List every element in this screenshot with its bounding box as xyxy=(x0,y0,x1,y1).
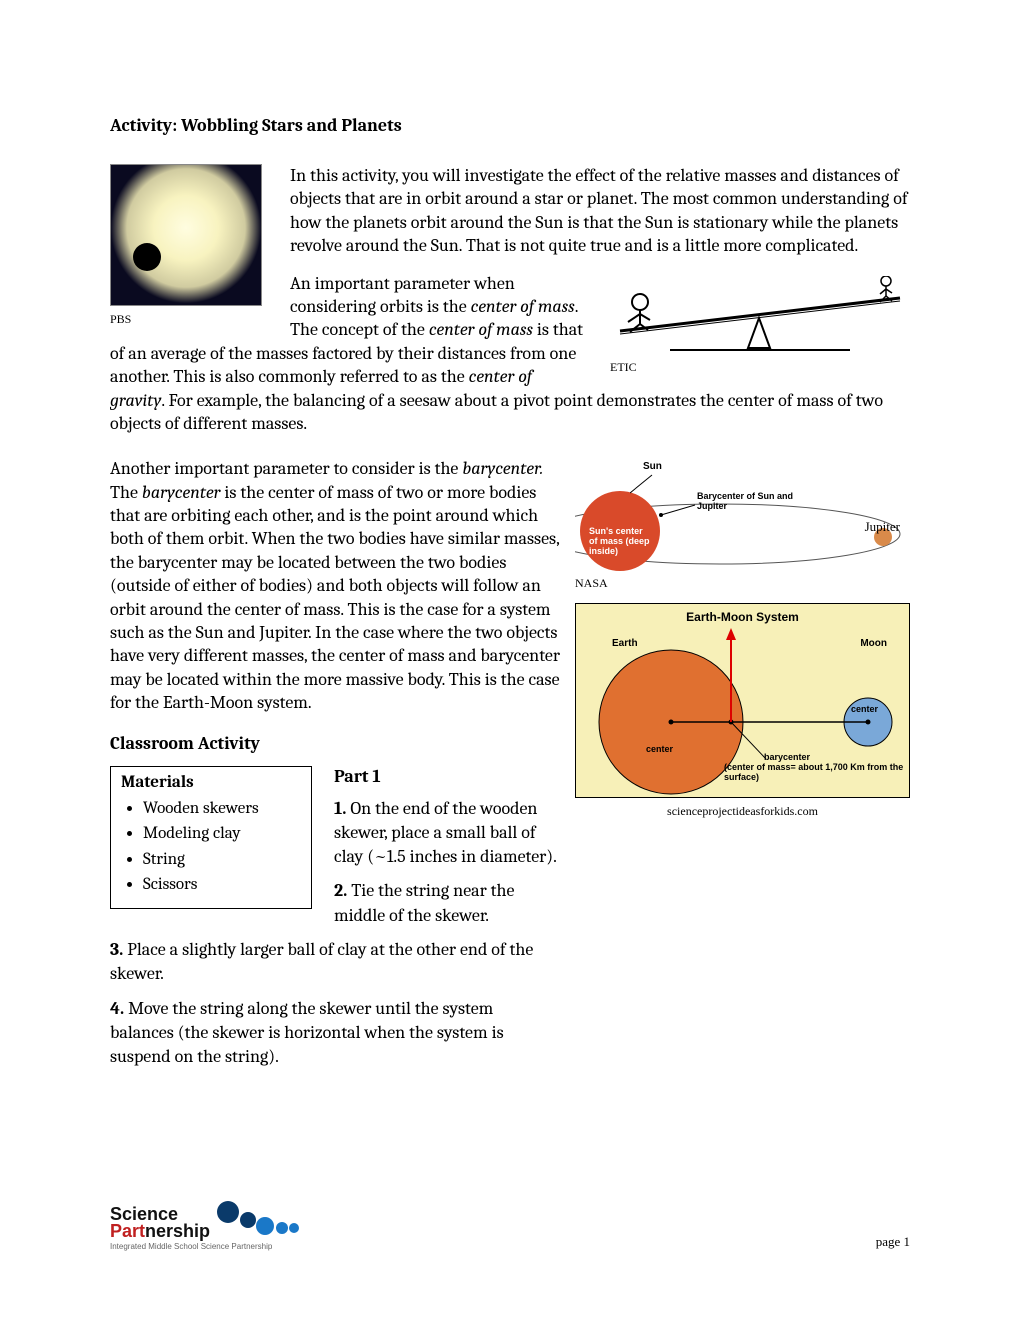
com-term-2: center of mass xyxy=(429,319,533,340)
transit-figure: PBS xyxy=(110,164,260,327)
sun-jupiter-image: Sun Barycenter of Sun and Jupiter Sun's … xyxy=(575,459,910,574)
sun-label: Sun xyxy=(643,461,662,472)
logo-line3: Integrated Middle School Science Partner… xyxy=(110,1242,272,1251)
logo-line2-rest: nership xyxy=(145,1221,210,1241)
bary-term-2: barycenter xyxy=(142,482,221,503)
em-bary-sub: (center of mass= about 1,700 Km from the… xyxy=(724,763,904,783)
transit-caption: PBS xyxy=(110,312,260,327)
materials-heading: Materials xyxy=(121,773,301,792)
seesaw-figure: ETIC xyxy=(610,276,910,375)
em-center-2: center xyxy=(851,704,878,714)
material-item: String xyxy=(143,847,301,873)
footer-logo: Science Partnership Integrated Middle Sc… xyxy=(110,1200,320,1260)
step-text: Move the string along the skewer until t… xyxy=(110,998,504,1068)
em-bary-label: barycenter xyxy=(764,752,810,762)
step-4: 4. Move the string along the skewer unti… xyxy=(110,997,560,1070)
step-text: Tie the string near the middle of the sk… xyxy=(334,880,514,925)
material-item: Scissors xyxy=(143,872,301,898)
page: Activity: Wobbling Stars and Planets PBS… xyxy=(0,0,1020,1320)
com-term-1: center of mass xyxy=(471,296,575,317)
step-num: 1. xyxy=(334,798,346,819)
jupiter-label: Jupiter xyxy=(865,519,900,535)
sun-center-label: Sun's center of mass (deep inside) xyxy=(589,527,651,557)
bary-text-c: is the center of mass of two or more bod… xyxy=(110,482,560,714)
step-3: 3. Place a slightly larger ball of clay … xyxy=(110,938,560,987)
em-center-1: center xyxy=(646,744,673,754)
barycenter-label: Barycenter of Sun and Jupiter xyxy=(697,491,807,511)
material-item: Wooden skewers xyxy=(143,796,301,822)
earth-moon-image: Earth-Moon System Earth Moon center xyxy=(575,603,910,798)
bary-text-a: Another important parameter to consider … xyxy=(110,458,462,479)
step-text: On the end of the wooden skewer, place a… xyxy=(334,798,557,868)
barycenter-section: Sun Barycenter of Sun and Jupiter Sun's … xyxy=(110,457,910,714)
transit-planet-dot xyxy=(133,243,161,271)
materials-box: Materials Wooden skewers Modeling clay S… xyxy=(110,766,312,909)
seesaw-image xyxy=(610,276,910,356)
material-item: Modeling clay xyxy=(143,821,301,847)
bary-text-b: The xyxy=(110,482,142,503)
activity-body: Materials Wooden skewers Modeling clay S… xyxy=(110,754,560,1080)
step-num: 2. xyxy=(334,880,347,901)
earth-moon-caption: scienceprojectideasforkids.com xyxy=(575,804,910,819)
materials-list: Wooden skewers Modeling clay String Scis… xyxy=(121,796,301,898)
com-text-d: . For example, the balancing of a seesaw… xyxy=(110,390,883,434)
intro-section: PBS In this activity, you will investiga… xyxy=(110,164,910,435)
page-number: page 1 xyxy=(876,1234,910,1250)
sun-jupiter-figure: Sun Barycenter of Sun and Jupiter Sun's … xyxy=(575,459,910,591)
seesaw-caption: ETIC xyxy=(610,360,910,375)
transit-image xyxy=(110,164,262,306)
step-text: Place a slightly larger ball of clay at … xyxy=(110,939,533,984)
activity-title: Activity: Wobbling Stars and Planets xyxy=(110,115,910,136)
sun-jupiter-caption: NASA xyxy=(575,576,910,591)
step-num: 4. xyxy=(110,998,124,1019)
bary-term-1: barycenter. xyxy=(462,458,543,479)
step-num: 3. xyxy=(110,939,123,960)
earth-moon-figure: Earth-Moon System Earth Moon center xyxy=(575,603,910,819)
